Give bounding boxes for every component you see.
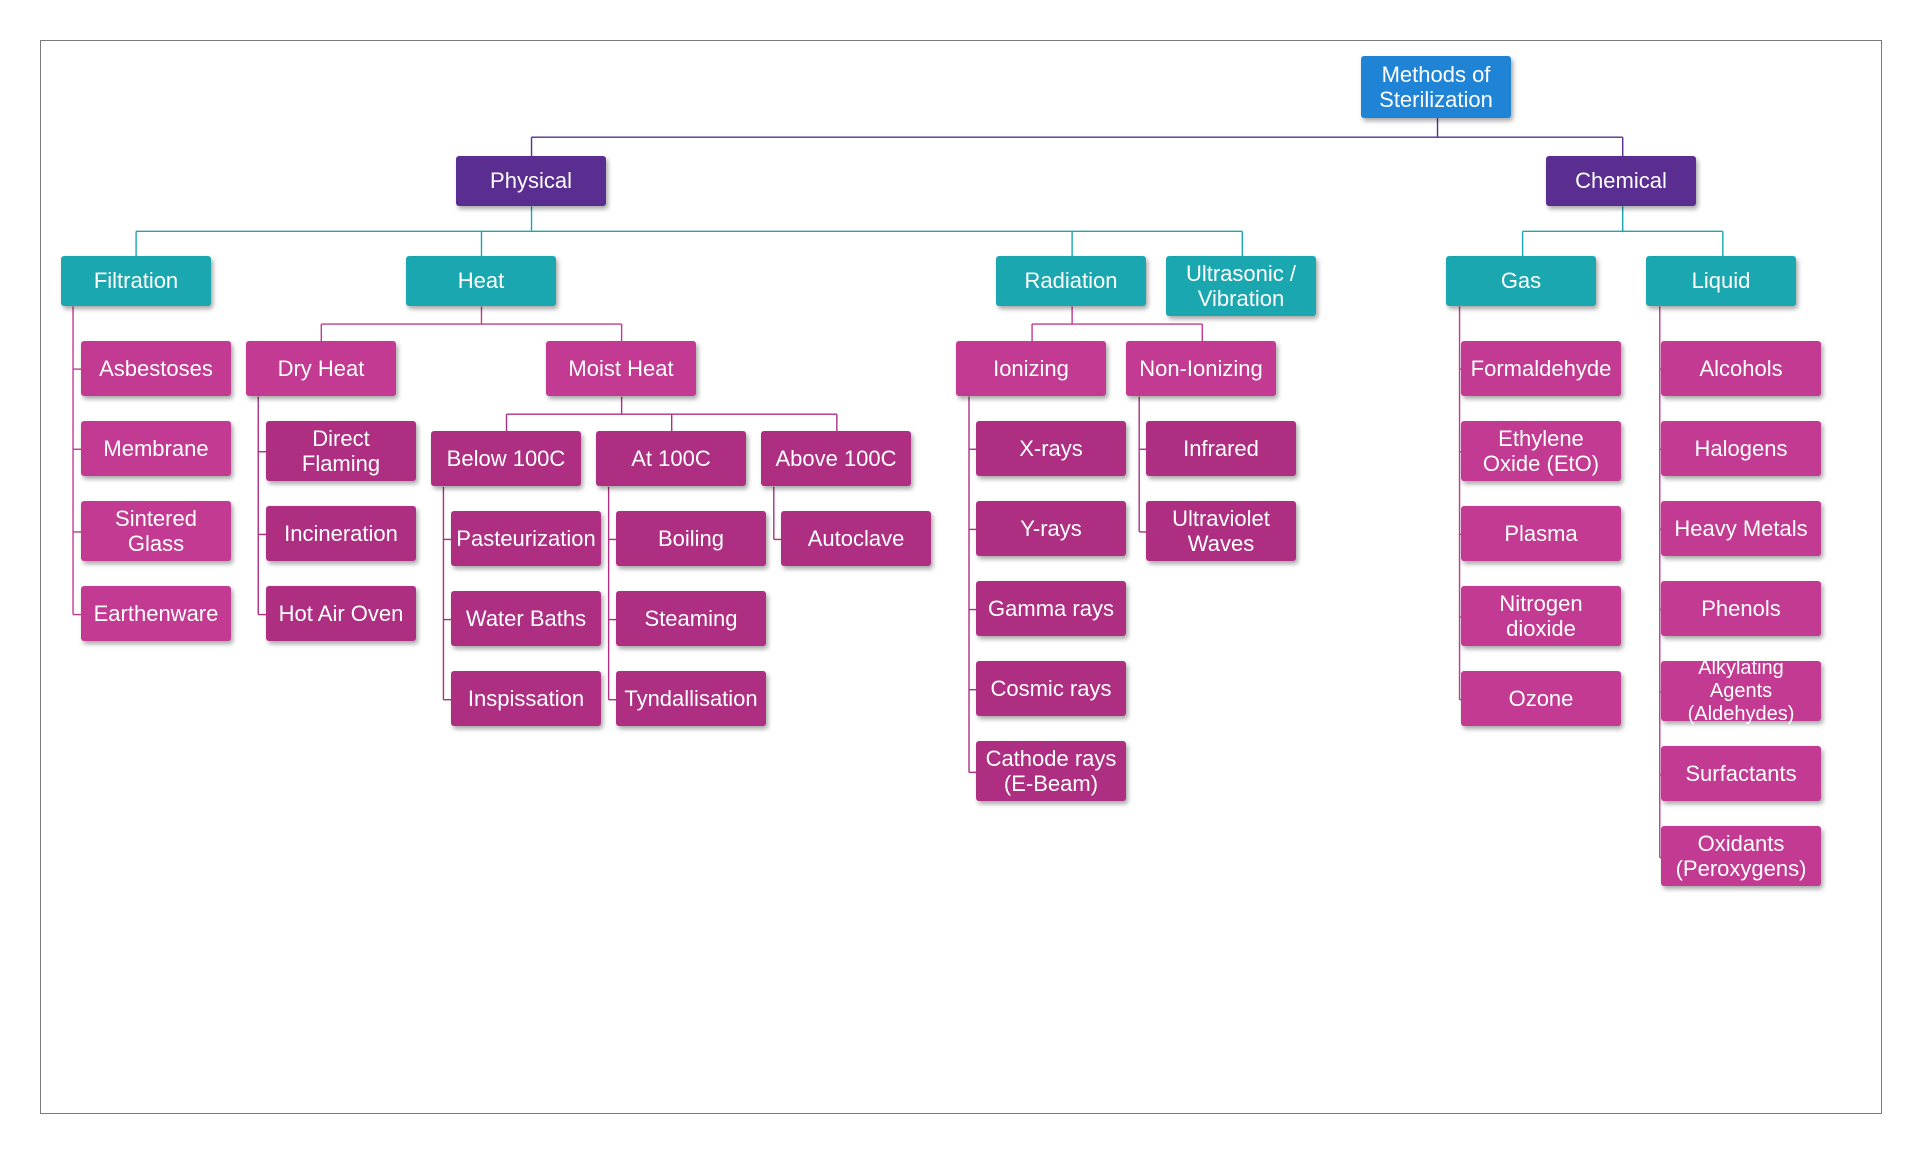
node-ab1: Autoclave — [781, 511, 931, 566]
node-moist: Moist Heat — [546, 341, 696, 396]
node-l3: Heavy Metals — [1661, 501, 1821, 556]
node-f1: Asbestoses — [81, 341, 231, 396]
node-i2: Y-rays — [976, 501, 1126, 556]
node-ion: Ionizing — [956, 341, 1106, 396]
node-physical: Physical — [456, 156, 606, 206]
node-n1: Infrared — [1146, 421, 1296, 476]
node-l2: Halogens — [1661, 421, 1821, 476]
node-l1: Alcohols — [1661, 341, 1821, 396]
node-f3: SinteredGlass — [81, 501, 231, 561]
node-g4: Nitrogendioxide — [1461, 586, 1621, 646]
node-d2: Incineration — [266, 506, 416, 561]
node-filtration: Filtration — [61, 256, 211, 306]
node-l7: Oxidants(Peroxygens) — [1661, 826, 1821, 886]
node-root: Methods ofSterilization — [1361, 56, 1511, 118]
node-f4: Earthenware — [81, 586, 231, 641]
node-g3: Plasma — [1461, 506, 1621, 561]
node-l6: Surfactants — [1661, 746, 1821, 801]
node-l4: Phenols — [1661, 581, 1821, 636]
node-at: At 100C — [596, 431, 746, 486]
node-l5: Alkylating Agents(Aldehydes) — [1661, 661, 1821, 721]
node-d3: Hot Air Oven — [266, 586, 416, 641]
node-g5: Ozone — [1461, 671, 1621, 726]
node-heat: Heat — [406, 256, 556, 306]
node-gas: Gas — [1446, 256, 1596, 306]
node-radiation: Radiation — [996, 256, 1146, 306]
node-b3: Inspissation — [451, 671, 601, 726]
node-a2: Steaming — [616, 591, 766, 646]
node-i5: Cathode rays(E-Beam) — [976, 741, 1126, 801]
node-g1: Formaldehyde — [1461, 341, 1621, 396]
node-n2: UltravioletWaves — [1146, 501, 1296, 561]
node-a1: Boiling — [616, 511, 766, 566]
node-g2: EthyleneOxide (EtO) — [1461, 421, 1621, 481]
diagram-frame: Methods ofSterilization Physical Chemical F… — [0, 0, 1920, 1152]
node-ultra: Ultrasonic /Vibration — [1166, 256, 1316, 316]
node-b2: Water Baths — [451, 591, 601, 646]
node-f2: Membrane — [81, 421, 231, 476]
node-i3: Gamma rays — [976, 581, 1126, 636]
node-chemical: Chemical — [1546, 156, 1696, 206]
node-b1: Pasteurization — [451, 511, 601, 566]
node-d1: DirectFlaming — [266, 421, 416, 481]
node-below: Below 100C — [431, 431, 581, 486]
node-a3: Tyndallisation — [616, 671, 766, 726]
node-dry: Dry Heat — [246, 341, 396, 396]
node-i1: X-rays — [976, 421, 1126, 476]
node-i4: Cosmic rays — [976, 661, 1126, 716]
node-liquid: Liquid — [1646, 256, 1796, 306]
node-nonion: Non-Ionizing — [1126, 341, 1276, 396]
diagram-canvas: Methods ofSterilization Physical Chemical F… — [40, 40, 1882, 1114]
node-above: Above 100C — [761, 431, 911, 486]
